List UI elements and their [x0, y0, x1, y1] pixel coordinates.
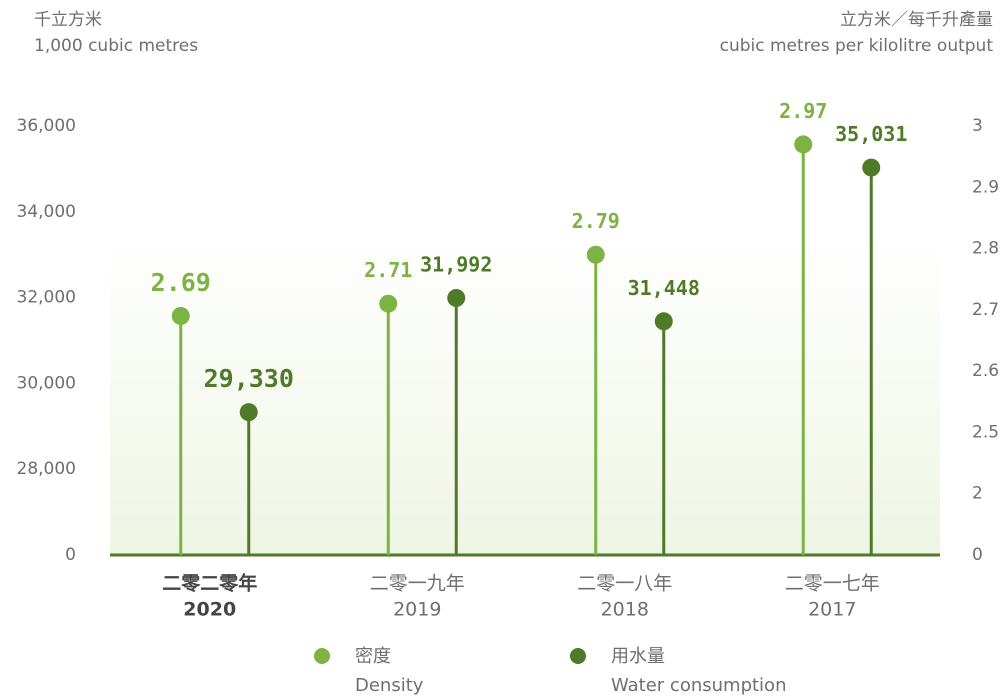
y2-tick-label: 2 — [972, 484, 983, 504]
dot — [862, 158, 881, 177]
y-axis-label: 千立方米 — [34, 10, 102, 30]
value-label: 35,031 — [835, 122, 907, 146]
y-tick-label: 34,000 — [17, 202, 76, 222]
y-tick-label: 32,000 — [17, 288, 76, 308]
x-tick-label-zh: 二零一七年 — [785, 573, 880, 595]
y2-tick-label: 2.9 — [972, 177, 999, 197]
x-tick-label: 2019 — [393, 599, 441, 621]
y2-tick-label: 3 — [972, 116, 983, 136]
legend-label-zh: 用水量 — [611, 646, 665, 667]
x-tick-label: 2018 — [601, 599, 649, 621]
y-axis-label-en: 1,000 cubic metres — [34, 36, 198, 56]
x-tick-label-zh: 二零二零年 — [162, 572, 257, 595]
plot-background — [110, 240, 940, 555]
y2-tick-label: 2.8 — [972, 239, 999, 259]
legend-marker — [570, 648, 586, 664]
legend-label: Water consumption — [611, 675, 786, 696]
y2-tick-label: 2.5 — [972, 422, 999, 442]
y2-axis-label: 立方米／每千升產量 — [840, 10, 993, 30]
dot — [794, 135, 813, 154]
value-label: 2.71 — [364, 258, 412, 282]
legend-label: Density — [355, 675, 424, 696]
dot — [447, 288, 466, 307]
dot — [239, 403, 258, 422]
x-tick-label-zh: 二零一八年 — [577, 573, 672, 595]
value-label: 2.69 — [151, 268, 211, 297]
y-tick-label: 30,000 — [17, 373, 76, 393]
legend-label-zh: 密度 — [355, 646, 391, 667]
x-tick-label: 2020 — [183, 599, 236, 621]
dot — [654, 312, 673, 331]
value-label: 2.79 — [572, 209, 620, 233]
y2-tick-label: 0 — [972, 545, 983, 565]
dot — [379, 294, 398, 313]
value-label: 29,330 — [204, 364, 294, 393]
y-tick-label: 0 — [65, 545, 76, 565]
x-tick-label-zh: 二零一九年 — [370, 573, 465, 595]
x-tick-label: 2017 — [808, 599, 856, 621]
dot — [171, 306, 190, 325]
y-tick-label: 28,000 — [17, 459, 76, 479]
value-label: 2.97 — [779, 99, 827, 123]
value-label: 31,992 — [420, 252, 492, 276]
dot — [586, 245, 605, 264]
legend-marker — [314, 648, 330, 664]
y2-tick-label: 2.7 — [972, 300, 999, 320]
y2-axis-label-en: cubic metres per kilolitre output — [720, 36, 994, 56]
y2-tick-label: 2.6 — [972, 361, 999, 381]
value-label: 31,448 — [628, 276, 700, 300]
y-tick-label: 36,000 — [17, 116, 76, 136]
